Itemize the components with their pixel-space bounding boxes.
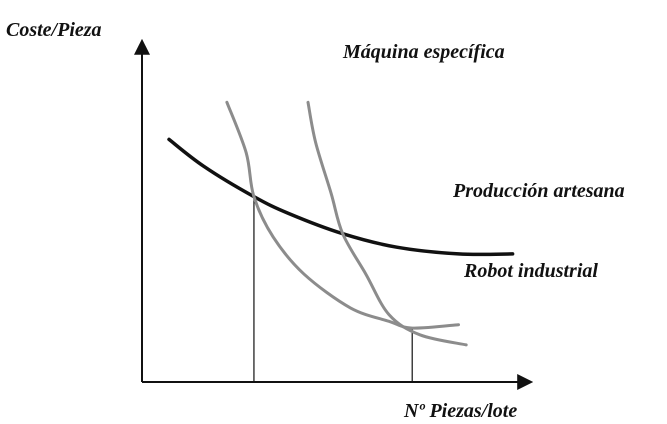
series-label-robot-industrial: Robot industrial — [463, 260, 598, 282]
curve-maquina-especifica — [306, 100, 468, 347]
series-label-produccion-artesana: Producción artesana — [452, 180, 625, 202]
x-axis-label: Nº Piezas/lote — [403, 400, 517, 422]
curve-robot-industrial — [225, 100, 460, 330]
guide-lines — [253, 196, 413, 382]
curves — [167, 100, 515, 347]
y-axis-label: Coste/Pieza — [6, 19, 102, 41]
curve-produccion-artesana — [167, 137, 515, 257]
series-label-maquina-especifica: Máquina específica — [342, 41, 505, 63]
